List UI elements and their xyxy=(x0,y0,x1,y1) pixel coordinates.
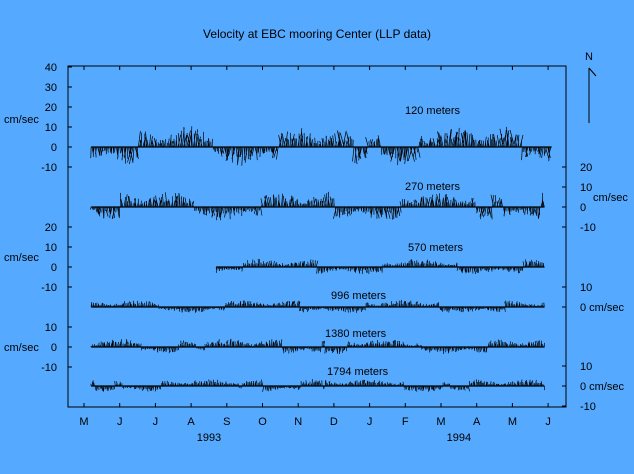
velocity-sticks-path xyxy=(90,338,545,355)
series-1794-meters xyxy=(90,378,546,392)
y-tick-label-left: 40 xyxy=(45,62,57,74)
plot-frame xyxy=(67,65,567,408)
y-tick-label-right: 0 xyxy=(580,202,586,214)
y-unit-left: cm/sec xyxy=(4,342,39,354)
y-tick-label-left: 10 xyxy=(45,242,57,254)
series-270-meters xyxy=(90,191,545,221)
y-tick-label-right: 10 xyxy=(580,282,592,294)
chart-title: Velocity at EBC mooring Center (LLP data… xyxy=(203,27,431,41)
series-label: 1380 meters xyxy=(325,328,387,340)
y-tick-label-right: 10 xyxy=(580,361,592,373)
y-tick-label-left: 20 xyxy=(45,102,57,114)
y-tick-label-right: -10 xyxy=(580,401,596,413)
velocity-sticks-path xyxy=(90,299,545,313)
y-tick-label-left: 10 xyxy=(45,322,57,334)
y-tick-label-left: 30 xyxy=(45,82,57,94)
y-tick-label-right: 10 xyxy=(580,182,592,194)
velocity-sticks-path xyxy=(90,126,552,166)
north-label: N xyxy=(585,51,593,63)
y-tick-label-left: -10 xyxy=(41,162,57,174)
y-tick-label-left: -10 xyxy=(41,362,57,374)
x-tick-label: A xyxy=(473,416,481,428)
velocity-sticks-path xyxy=(90,191,545,221)
north-arrow: N xyxy=(585,51,597,123)
velocity-sticks-path xyxy=(90,378,546,392)
x-tick-label: O xyxy=(258,416,267,428)
x-tick-label: J xyxy=(153,416,159,428)
y-tick-label-left: -10 xyxy=(41,282,57,294)
x-tick-label: M xyxy=(79,416,88,428)
series-label: 1794 meters xyxy=(327,366,389,378)
y-tick-label-right: -10 xyxy=(580,222,596,234)
year-label: 1993 xyxy=(197,432,221,444)
y-unit-right: cm/sec xyxy=(593,192,628,204)
y-tick-label-left: 10 xyxy=(45,122,57,134)
x-tick-label: F xyxy=(402,416,409,428)
x-tick-label: S xyxy=(223,416,230,428)
x-tick-label: D xyxy=(330,416,338,428)
x-tick-label: M xyxy=(508,416,517,428)
x-tick-label: M xyxy=(436,416,445,428)
series-1380-meters xyxy=(90,338,545,355)
velocity-sticks-path xyxy=(215,258,545,275)
x-tick-label: J xyxy=(545,416,551,428)
y-tick-label-right: 0 cm/sec xyxy=(580,381,625,393)
series-label: 120 meters xyxy=(405,105,461,117)
y-tick-label-left: 20 xyxy=(45,222,57,234)
series-120-meters xyxy=(90,126,552,166)
y-tick-label-right: 20 xyxy=(580,162,592,174)
y-tick-label-right: 0 cm/sec xyxy=(580,302,625,314)
x-tick-label: N xyxy=(294,416,302,428)
x-tick-label: A xyxy=(187,416,195,428)
series-label: 996 meters xyxy=(331,290,387,302)
axis-ticks xyxy=(68,66,566,407)
series-996-meters xyxy=(90,299,545,313)
y-tick-label-left: 0 xyxy=(51,142,57,154)
y-unit-left: cm/sec xyxy=(4,252,39,264)
x-tick-label: J xyxy=(367,416,373,428)
series-570-meters xyxy=(215,258,545,275)
x-tick-label: J xyxy=(117,416,123,428)
series-label: 270 meters xyxy=(405,181,461,193)
velocity-sticks xyxy=(90,126,552,392)
y-tick-label-left: 0 xyxy=(51,262,57,274)
year-label: 1994 xyxy=(447,432,471,444)
y-unit-left: cm/sec xyxy=(4,114,39,126)
series-label: 570 meters xyxy=(408,242,464,254)
y-tick-label-left: 0 xyxy=(51,342,57,354)
